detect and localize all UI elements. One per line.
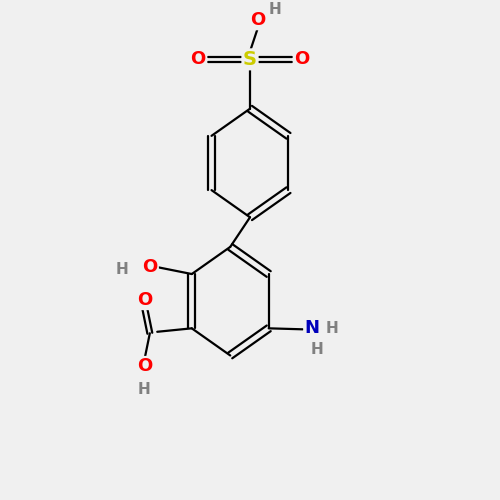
Text: O: O: [138, 290, 152, 308]
Text: S: S: [243, 50, 257, 69]
Text: O: O: [138, 358, 152, 376]
Text: H: H: [310, 342, 323, 357]
Text: H: H: [326, 321, 338, 336]
Text: N: N: [304, 320, 320, 338]
Text: O: O: [294, 50, 310, 68]
Text: O: O: [190, 50, 206, 68]
Text: O: O: [142, 258, 158, 276]
Text: H: H: [116, 262, 128, 276]
Text: H: H: [269, 2, 281, 18]
Text: O: O: [250, 11, 265, 29]
Text: H: H: [138, 382, 150, 396]
